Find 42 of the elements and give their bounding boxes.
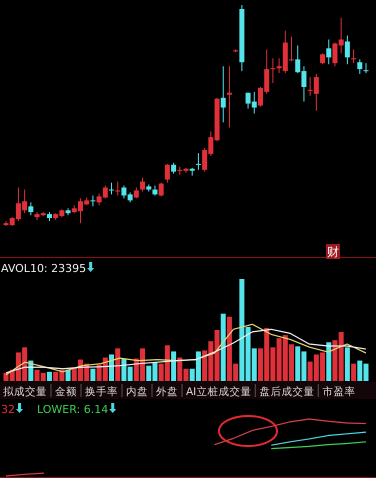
bar bbox=[220, 314, 226, 381]
candlestick bbox=[115, 181, 120, 196]
bar bbox=[171, 351, 176, 381]
candlestick bbox=[28, 202, 34, 216]
bar bbox=[326, 342, 332, 381]
candlestick bbox=[226, 66, 232, 128]
text: 拟成交量 bbox=[3, 385, 47, 398]
bar bbox=[46, 372, 52, 381]
candlestick bbox=[109, 182, 114, 195]
candlestick bbox=[364, 62, 368, 74]
candlestick bbox=[158, 182, 164, 197]
bar bbox=[115, 348, 120, 381]
bar bbox=[66, 370, 71, 381]
candlestick bbox=[90, 195, 96, 207]
text: AI立桩成交量 bbox=[186, 385, 252, 398]
candlestick bbox=[171, 162, 176, 174]
text: 外盘 bbox=[156, 386, 178, 398]
candlestick bbox=[351, 48, 356, 64]
text: LOWER: 6.14 bbox=[37, 403, 108, 416]
candlestick bbox=[326, 38, 332, 65]
candlestick bbox=[320, 52, 326, 65]
bar bbox=[351, 364, 356, 381]
candlestick bbox=[270, 58, 276, 84]
text: 市盈率 bbox=[322, 385, 356, 398]
candlestick bbox=[152, 185, 158, 196]
candlestick bbox=[344, 35, 350, 65]
text: 换手率 bbox=[85, 385, 118, 398]
candlestick bbox=[220, 66, 226, 123]
text: 32 bbox=[1, 403, 15, 416]
text: 金额 bbox=[55, 385, 77, 398]
text: 盘后成交量 bbox=[259, 385, 314, 398]
bar bbox=[344, 347, 350, 381]
candlestick bbox=[140, 177, 146, 192]
bar bbox=[90, 368, 96, 381]
candlestick bbox=[357, 58, 362, 74]
candlestick bbox=[164, 163, 170, 184]
candlestick bbox=[134, 187, 139, 199]
chart-title: AVOL10: 23395 bbox=[1, 262, 86, 275]
text: 内盘 bbox=[126, 385, 148, 398]
candlestick bbox=[196, 152, 201, 170]
candlestick bbox=[46, 212, 52, 222]
bar bbox=[109, 354, 114, 381]
